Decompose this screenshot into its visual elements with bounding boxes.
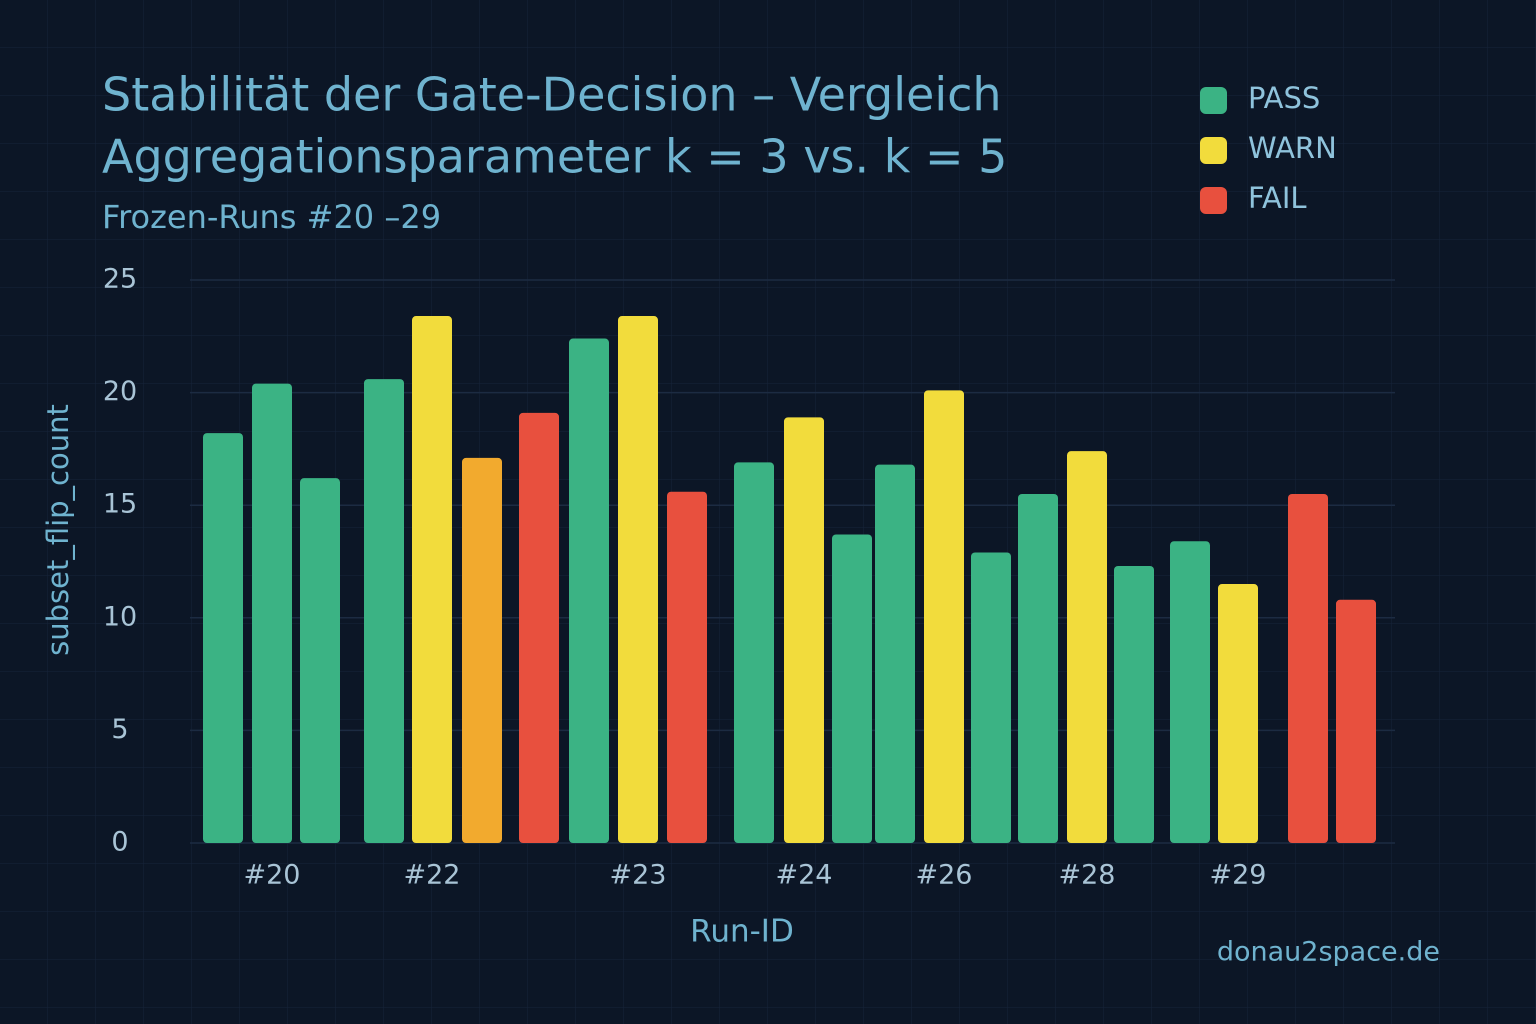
bar xyxy=(832,534,872,843)
legend-swatch xyxy=(1200,187,1227,214)
bar xyxy=(734,462,774,843)
bar xyxy=(519,412,559,843)
y-tick-label: 5 xyxy=(111,714,128,745)
bar xyxy=(462,457,502,843)
x-tick-label: #24 xyxy=(776,860,833,891)
bar xyxy=(1018,493,1058,843)
x-axis-label: Run-ID xyxy=(690,914,794,950)
bar xyxy=(1336,599,1376,843)
bar xyxy=(1288,493,1328,843)
bar xyxy=(300,478,340,843)
bar xyxy=(1114,566,1154,843)
x-tick-label: #22 xyxy=(404,860,461,891)
y-tick-label: 20 xyxy=(103,376,137,407)
bar xyxy=(252,383,292,843)
bar xyxy=(784,417,824,843)
y-axis-label: subset_flip_count xyxy=(41,404,75,656)
chart-title: Stabilität der Gate-Decision – Vergleich xyxy=(102,68,1002,122)
bar xyxy=(1170,541,1210,843)
bar xyxy=(875,464,915,843)
x-tick-label: #26 xyxy=(916,860,973,891)
y-tick-label: 25 xyxy=(103,264,137,295)
bar xyxy=(667,491,707,843)
bar xyxy=(1218,584,1258,843)
bar xyxy=(203,433,243,843)
y-tick-label: 15 xyxy=(103,489,137,520)
chart-title: Aggregationsparameter k = 3 vs. k = 5 xyxy=(102,130,1007,184)
bar xyxy=(412,316,452,844)
bar xyxy=(971,552,1011,843)
bar xyxy=(364,379,404,843)
legend-swatch xyxy=(1200,137,1227,164)
legend-swatch xyxy=(1200,87,1227,114)
legend-label: FAIL xyxy=(1248,181,1307,215)
legend-label: PASS xyxy=(1248,81,1320,115)
bar xyxy=(924,390,964,843)
x-tick-label: #23 xyxy=(610,860,667,891)
x-tick-label: #28 xyxy=(1059,860,1116,891)
subtitle: Frozen-Runs #20 –29 xyxy=(102,198,441,236)
x-tick-label: #29 xyxy=(1210,860,1267,891)
source: donau2space.de xyxy=(1217,937,1440,968)
bar xyxy=(618,316,658,844)
bar xyxy=(569,338,609,843)
legend-label: WARN xyxy=(1248,131,1337,165)
x-tick-label: #20 xyxy=(244,860,301,891)
y-tick-label: 0 xyxy=(111,827,128,858)
bar xyxy=(1067,451,1107,843)
y-tick-label: 10 xyxy=(103,601,137,632)
